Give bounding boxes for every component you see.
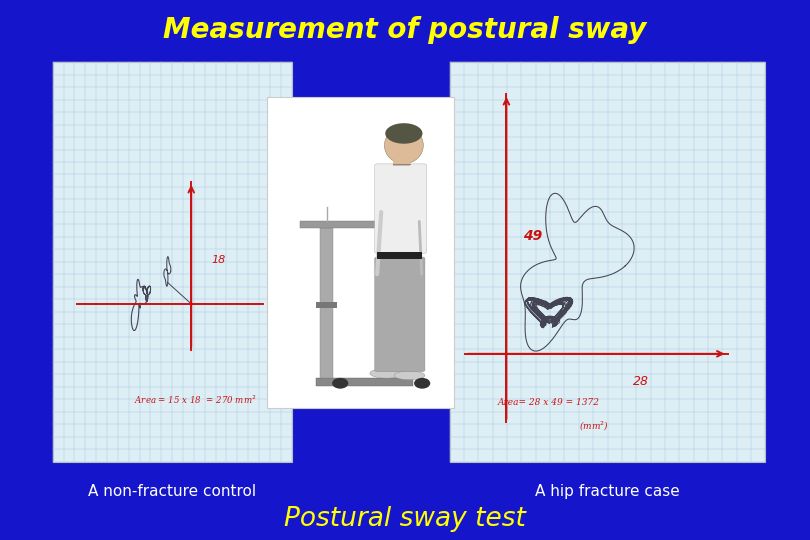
Text: Area= 28 x 49 = 1372: Area= 28 x 49 = 1372	[498, 398, 600, 407]
Bar	[300, 221, 407, 228]
Text: 15: 15	[288, 325, 303, 334]
Bar	[317, 302, 338, 308]
FancyBboxPatch shape	[375, 164, 427, 253]
Text: 28: 28	[633, 375, 650, 388]
Ellipse shape	[394, 371, 425, 380]
Bar	[321, 228, 334, 378]
Bar	[53, 62, 292, 462]
Text: 18: 18	[211, 255, 226, 266]
Ellipse shape	[385, 127, 424, 164]
Ellipse shape	[386, 123, 423, 144]
Bar	[394, 156, 410, 165]
Text: (mm$^2$): (mm$^2$)	[579, 420, 609, 433]
Text: Postural sway test: Postural sway test	[284, 507, 526, 532]
Bar	[316, 378, 413, 386]
Bar	[267, 97, 454, 408]
Text: A hip fracture case: A hip fracture case	[535, 484, 680, 499]
Bar	[450, 62, 765, 462]
Text: A non-fracture control: A non-fracture control	[88, 484, 256, 499]
Circle shape	[332, 378, 348, 389]
Text: Measurement of postural sway: Measurement of postural sway	[164, 16, 646, 44]
Text: 49: 49	[522, 230, 542, 244]
Text: Area = 15 x 18  = 270 mm$^2$: Area = 15 x 18 = 270 mm$^2$	[134, 394, 256, 406]
Circle shape	[414, 378, 430, 389]
FancyBboxPatch shape	[375, 257, 425, 372]
Ellipse shape	[370, 368, 404, 378]
Bar	[377, 252, 423, 259]
